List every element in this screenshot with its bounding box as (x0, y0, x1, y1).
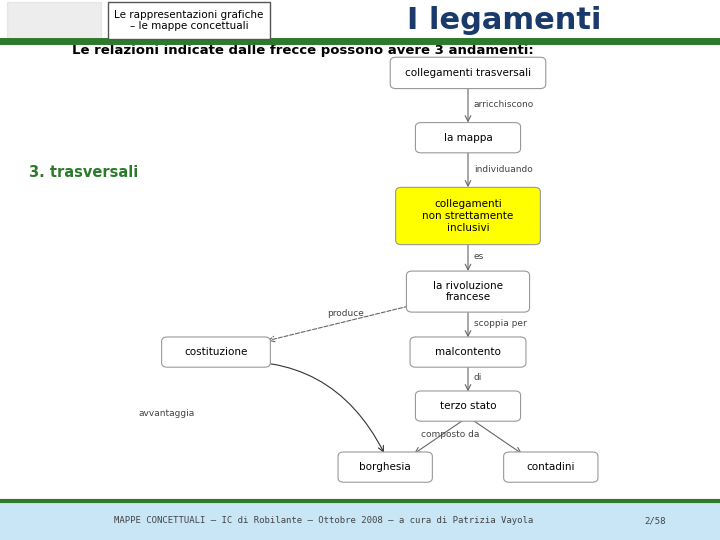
Text: borghesia: borghesia (359, 462, 411, 472)
FancyBboxPatch shape (338, 452, 432, 482)
Text: I legamenti: I legamenti (407, 6, 601, 35)
Bar (7, 2, 101, 39)
Text: produce: produce (327, 309, 364, 318)
Text: terzo stato: terzo stato (440, 401, 496, 411)
Text: arricchiscono: arricchiscono (474, 100, 534, 109)
FancyBboxPatch shape (504, 452, 598, 482)
Text: Le rappresentazioni grafiche
– le mappe concettuali: Le rappresentazioni grafiche – le mappe … (114, 10, 264, 31)
Bar (0, 501, 720, 540)
FancyBboxPatch shape (415, 123, 521, 153)
Text: composto da: composto da (421, 430, 480, 439)
Text: es: es (474, 252, 484, 261)
Text: di: di (474, 374, 482, 382)
FancyBboxPatch shape (415, 391, 521, 421)
Text: malcontento: malcontento (435, 347, 501, 357)
Text: la rivoluzione
francese: la rivoluzione francese (433, 281, 503, 302)
Text: individuando: individuando (474, 165, 533, 174)
FancyBboxPatch shape (390, 57, 546, 89)
Text: 2/58: 2/58 (644, 516, 666, 525)
FancyBboxPatch shape (108, 2, 270, 39)
FancyBboxPatch shape (161, 337, 271, 367)
Text: costituzione: costituzione (184, 347, 248, 357)
FancyBboxPatch shape (406, 271, 530, 312)
Text: avvantaggia: avvantaggia (138, 409, 194, 417)
FancyBboxPatch shape (396, 187, 540, 245)
Text: la mappa: la mappa (444, 133, 492, 143)
Text: MAPPE CONCETTUALI – IC di Robilante – Ottobre 2008 – a cura di Patrizia Vayola: MAPPE CONCETTUALI – IC di Robilante – Ot… (114, 516, 534, 525)
Text: collegamenti
non strettamente
inclusivi: collegamenti non strettamente inclusivi (423, 199, 513, 233)
Text: contadini: contadini (526, 462, 575, 472)
Text: scoppia per: scoppia per (474, 320, 526, 328)
Text: 3. trasversali: 3. trasversali (29, 165, 138, 180)
FancyBboxPatch shape (410, 337, 526, 367)
Text: Le relazioni indicate dalle frecce possono avere 3 andamenti:: Le relazioni indicate dalle frecce posso… (71, 44, 534, 57)
Text: collegamenti trasversali: collegamenti trasversali (405, 68, 531, 78)
